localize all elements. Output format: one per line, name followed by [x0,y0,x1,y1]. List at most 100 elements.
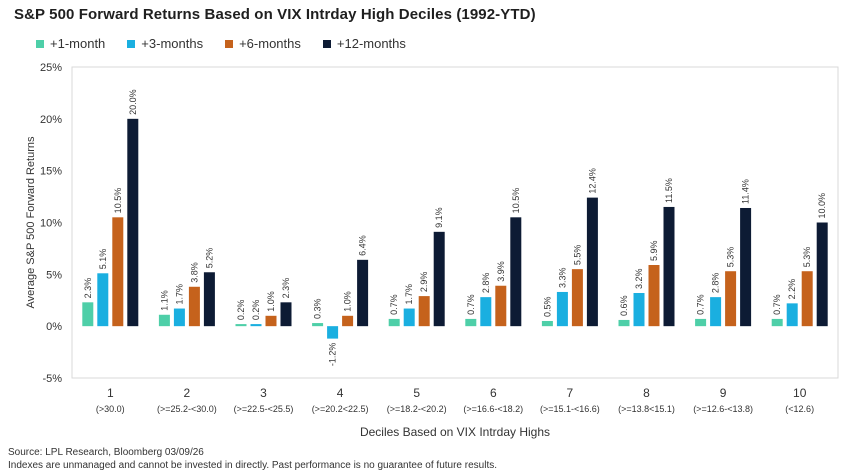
x-tick-label: 8 [643,386,650,400]
x-axis: 1 (>30.0) 2 (>=25.2-<30.0) 3 (>=22.5-<25.5) 4 (… [96,386,814,439]
data-label-3-months-decile-4: -1.2% [328,343,338,367]
legend-item-12-months: +12-months [322,36,406,51]
bar-12-months-decile-6 [510,217,522,327]
data-label-6-months-decile-3: 1.0% [266,291,276,312]
bar-6-months-decile-9 [725,271,737,327]
legend-swatch-1-month [36,39,44,48]
data-label-12-months-decile-6: 10.5% [511,188,521,214]
bar-3-months-decile-4 [327,326,339,339]
bar-3-months-decile-3 [250,324,262,327]
bar-6-months-decile-2 [188,286,200,327]
x-tick-sublabel: (>=15.1-<16.6) [540,404,600,414]
x-tick-label: 10 [793,386,807,400]
bar-6-months-decile-4 [342,315,354,327]
data-label-6-months-decile-1: 10.5% [113,188,123,214]
data-label-1-month-decile-9: 0.7% [696,294,706,315]
x-tick-sublabel: (>=20.2<22.5) [312,404,369,414]
data-label-12-months-decile-2: 5.2% [204,248,214,269]
data-label-3-months-decile-3: 0.2% [251,300,261,321]
x-tick-label: 2 [184,386,191,400]
data-label-1-month-decile-7: 0.5% [542,296,552,317]
x-tick-label: 1 [107,386,114,400]
y-tick-label: 20% [40,114,62,126]
bars-group: 2.3% 5.1% 10.5% 20.0% 1.1% 1.7% 3.8% 5.2% 0.2% 0.… [82,89,828,367]
bar-12-months-decile-1 [127,118,139,327]
data-label-12-months-decile-3: 2.3% [281,278,291,299]
bar-1-month-decile-4 [312,323,324,327]
legend-swatch-6-months [225,39,234,48]
bar-12-months-decile-9 [740,207,752,327]
bar-3-months-decile-5 [403,308,415,327]
data-label-12-months-decile-8: 11.5% [664,178,674,203]
data-label-3-months-decile-5: 1.7% [404,284,414,305]
y-tick-label: -5% [42,373,62,385]
x-tick-label: 4 [337,386,344,400]
data-label-3-months-decile-8: 3.2% [634,268,644,289]
bar-1-month-decile-1 [82,302,94,327]
data-label-12-months-decile-5: 9.1% [434,207,444,228]
data-label-12-months-decile-7: 12.4% [587,168,597,194]
bar-6-months-decile-5 [418,296,430,327]
legend-swatch-12-months [322,39,331,48]
data-label-6-months-decile-2: 3.8% [189,262,199,283]
data-label-12-months-decile-10: 10.0% [817,193,827,219]
bar-3-months-decile-9 [710,297,722,327]
y-tick-label: 15% [40,166,62,178]
bar-6-months-decile-1 [112,217,124,327]
x-tick-label: 3 [260,386,267,400]
chart-title: S&P 500 Forward Returns Based on VIX Int… [14,6,536,23]
data-label-12-months-decile-4: 6.4% [358,235,368,256]
bar-1-month-decile-5 [388,318,400,327]
x-axis-label: Deciles Based on VIX Intrday Highs [360,425,550,439]
bar-3-months-decile-6 [480,297,492,327]
y-tick-label: 5% [46,269,62,281]
data-label-3-months-decile-1: 5.1% [98,249,108,270]
bar-12-months-decile-10 [816,222,828,327]
data-label-3-months-decile-6: 2.8% [481,273,491,294]
x-tick-label: 5 [413,386,420,400]
x-tick-sublabel: (>=22.5-<25.5) [234,404,294,414]
y-tick-label: 0% [46,321,62,333]
bar-6-months-decile-8 [648,265,660,327]
x-tick-label: 7 [567,386,574,400]
x-tick-sublabel: (>=25.2-<30.0) [157,404,217,414]
x-tick-label: 9 [720,386,727,400]
x-tick-sublabel: (>=18.2-<20.2) [387,404,447,414]
x-tick-sublabel: (>=13.8<15.1) [618,404,675,414]
bar-1-month-decile-7 [541,320,553,327]
y-axis: -5% 0% 5% 10% 15% 20% 25% Average S&P 500 Forwa… [25,62,62,385]
bar-12-months-decile-7 [586,197,598,327]
legend-item-6-months: +6-months [225,36,301,51]
data-label-6-months-decile-9: 5.3% [726,247,736,268]
disclaimer-note: Indexes are unmanaged and cannot be inve… [8,460,497,471]
data-label-3-months-decile-10: 2.2% [787,279,797,300]
data-label-12-months-decile-9: 11.4% [741,179,751,204]
data-label-1-month-decile-4: 0.3% [313,299,323,320]
legend-label-3-months: +3-months [141,36,204,51]
data-label-1-month-decile-10: 0.7% [772,294,782,315]
legend-label-1-month: +1-month [50,36,106,51]
data-label-1-month-decile-8: 0.6% [619,295,629,316]
x-tick-sublabel: (>=16.6-<18.2) [463,404,523,414]
legend-swatch-3-months [127,39,136,48]
data-label-1-month-decile-2: 1.1% [159,290,169,311]
data-label-3-months-decile-7: 3.3% [557,267,567,288]
bar-3-months-decile-2 [173,308,185,327]
data-label-6-months-decile-10: 5.3% [802,247,812,268]
bar-12-months-decile-3 [280,302,292,327]
data-label-1-month-decile-6: 0.7% [466,294,476,315]
bar-6-months-decile-10 [801,271,813,327]
data-label-6-months-decile-4: 1.0% [343,291,353,312]
plot-border [71,66,839,379]
data-label-3-months-decile-2: 1.7% [174,284,184,305]
bar-12-months-decile-8 [663,206,675,327]
bar-1-month-decile-6 [465,318,477,327]
y-tick-label: 10% [40,218,62,230]
data-label-6-months-decile-6: 3.9% [496,261,506,282]
bar-12-months-decile-2 [203,272,215,327]
bar-6-months-decile-6 [495,285,507,327]
legend-item-3-months: +3-months [127,36,203,51]
chart-legend: +1-month +3-months +6-months +12-months [36,36,406,51]
bar-3-months-decile-8 [633,292,645,327]
data-label-1-month-decile-1: 2.3% [83,278,93,299]
